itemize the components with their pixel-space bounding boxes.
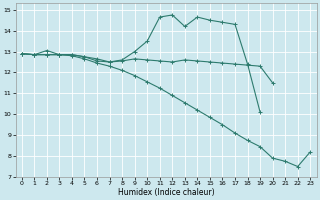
X-axis label: Humidex (Indice chaleur): Humidex (Indice chaleur) <box>118 188 214 197</box>
